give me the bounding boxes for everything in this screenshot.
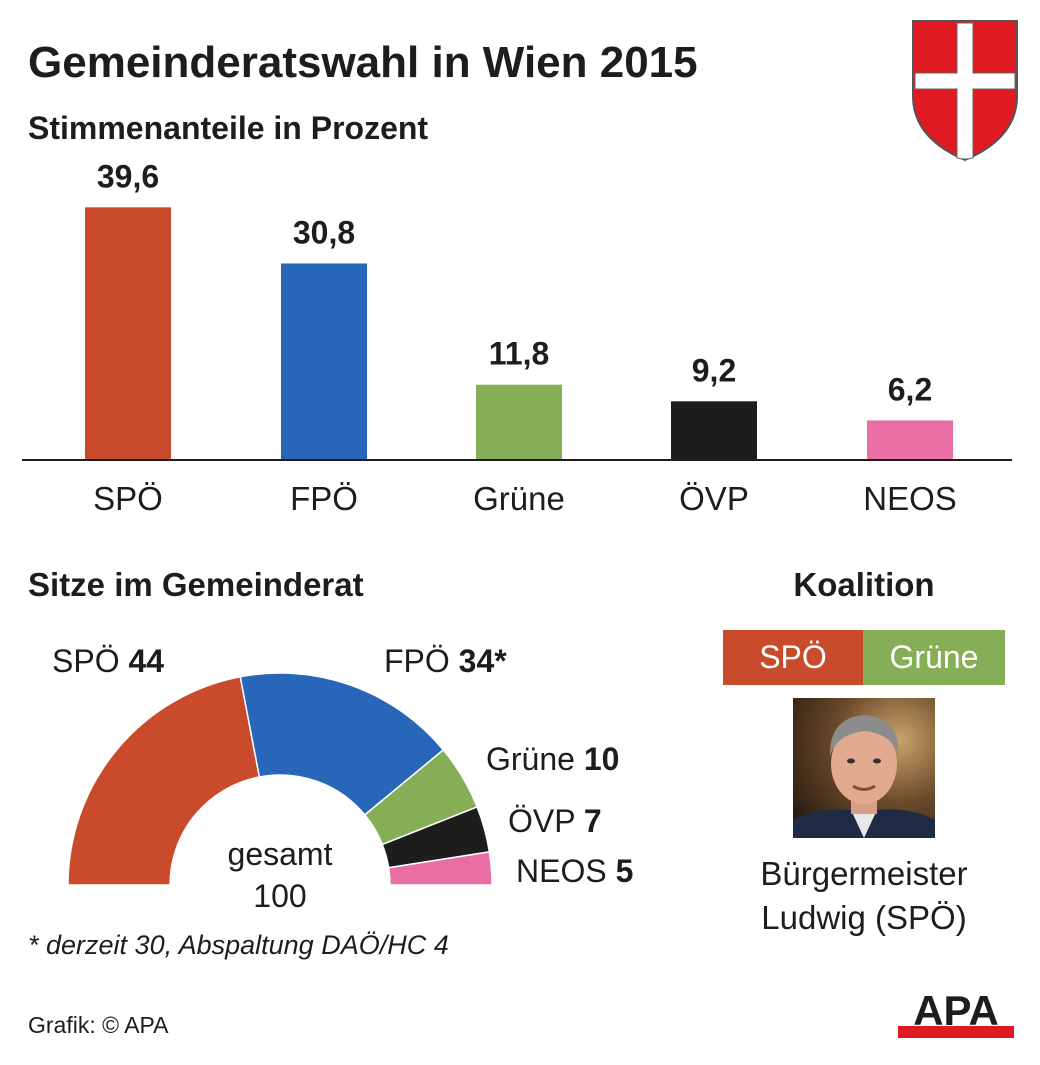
source-credit: Grafik: © APA bbox=[28, 1012, 169, 1038]
mayor-portrait-photo bbox=[793, 698, 935, 838]
coalition-party-spo: SPÖ bbox=[723, 630, 863, 685]
mayor-caption: Bürgermeister Ludwig (SPÖ) bbox=[722, 852, 1006, 940]
bar-spoe bbox=[85, 207, 171, 460]
bar-value-label-fpoe: 30,8 bbox=[293, 214, 355, 250]
mayor-caption-line-2: Ludwig (SPÖ) bbox=[761, 899, 967, 936]
coalition-title: Koalition bbox=[793, 566, 935, 603]
bar-category-label-fpoe: FPÖ bbox=[290, 480, 358, 517]
seat-segment-fpoe bbox=[239, 672, 445, 816]
seat-label-party-neos: NEOS bbox=[516, 853, 616, 889]
seat-label-party-oevp: ÖVP bbox=[508, 803, 584, 839]
seat-label-count-neos: 5 bbox=[616, 853, 634, 889]
apa-logo-text: APA bbox=[913, 990, 999, 1034]
seat-label-count-fpoe: 34* bbox=[459, 643, 508, 679]
seat-label-party-spoe: SPÖ bbox=[52, 643, 128, 679]
seat-label-gruene: Grüne 10 bbox=[486, 741, 619, 777]
chart-subtitle: Stimmenanteile in Prozent bbox=[28, 110, 429, 146]
bar-gruene bbox=[476, 384, 562, 460]
seat-center-label-line-1: gesamt bbox=[228, 836, 333, 872]
vienna-coat-of-arms-icon bbox=[912, 20, 1018, 162]
apa-logo: APA bbox=[898, 990, 1014, 1038]
bar-value-label-oevp: 9,2 bbox=[692, 352, 736, 388]
seat-label-spoe: SPÖ 44 bbox=[52, 643, 164, 679]
seat-label-count-oevp: 7 bbox=[584, 803, 602, 839]
seat-center-label-line-2: 100 bbox=[253, 878, 306, 914]
bar-neos bbox=[867, 420, 953, 460]
seat-label-oevp: ÖVP 7 bbox=[508, 803, 602, 839]
chart-title: Gemeinderatswahl in Wien 2015 bbox=[28, 38, 698, 87]
bar-category-label-neos: NEOS bbox=[863, 480, 957, 517]
apa-logo-bar bbox=[898, 1026, 1014, 1038]
bar-category-label-oevp: ÖVP bbox=[679, 480, 749, 517]
vote-share-bar-chart: 39,6 SPÖ 30,8 FPÖ 11,8 Grüne 9,2 ÖVP 6,2 NEOS bbox=[22, 160, 1012, 517]
mayor-caption-line-1: Bürgermeister bbox=[760, 855, 968, 892]
bar-value-label-neos: 6,2 bbox=[888, 371, 932, 407]
seats-title: Sitze im Gemeinderat bbox=[28, 566, 364, 603]
bar-fpoe bbox=[281, 263, 367, 460]
seat-label-count-spoe: 44 bbox=[128, 643, 164, 679]
bar-value-label-gruene: 11,8 bbox=[489, 336, 550, 372]
bar-oevp bbox=[671, 401, 757, 460]
seat-segment-neos bbox=[387, 850, 493, 886]
seat-label-count-gruene: 10 bbox=[584, 741, 620, 777]
seat-segment-spoe bbox=[67, 675, 261, 886]
bar-category-label-spoe: SPÖ bbox=[93, 480, 163, 517]
seat-label-fpoe: FPÖ 34* bbox=[384, 643, 507, 679]
coalition-party-gruene: Grüne bbox=[863, 630, 1005, 685]
footnote: * derzeit 30, Abspaltung DAÖ/HC 4 bbox=[28, 930, 449, 960]
coalition-bar: SPÖ Grüne bbox=[723, 630, 1005, 685]
seat-label-neos: NEOS 5 bbox=[516, 853, 633, 889]
bar-category-label-gruene: Grüne bbox=[473, 480, 565, 517]
seat-label-party-gruene: Grüne bbox=[486, 741, 584, 777]
seat-label-party-fpoe: FPÖ bbox=[384, 643, 459, 679]
bar-value-label-spoe: 39,6 bbox=[97, 160, 159, 194]
